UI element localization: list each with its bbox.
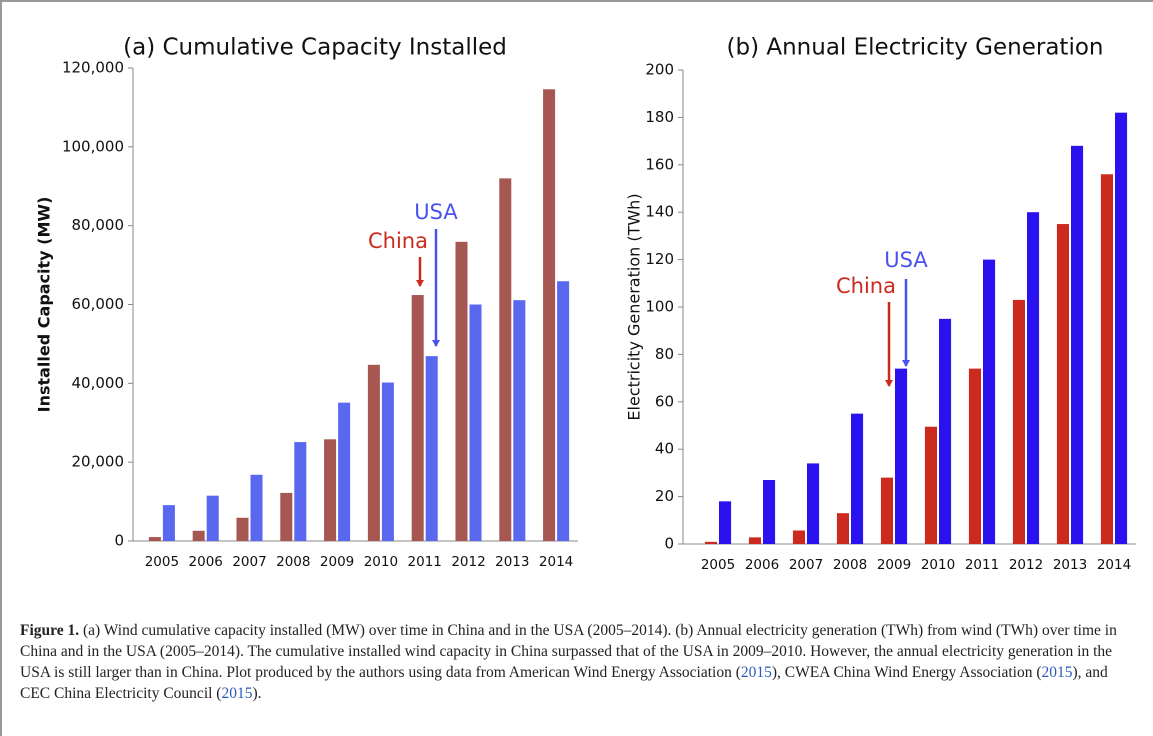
y-tick-label: 0 xyxy=(664,535,674,553)
bar xyxy=(1071,145,1084,544)
y-tick-label: 0 xyxy=(114,532,124,550)
bar xyxy=(338,402,351,541)
bar xyxy=(250,474,263,541)
bar xyxy=(499,178,512,541)
y-tick-label: 40 xyxy=(655,440,674,458)
bar xyxy=(939,318,952,544)
series-annotation: USA xyxy=(414,200,458,224)
y-axis-label: Electricity Generation (TWh) xyxy=(625,193,644,420)
x-tick-label: 2005 xyxy=(145,554,179,570)
bar xyxy=(162,505,175,541)
chart-title: (a) Cumulative Capacity Installed xyxy=(123,35,507,61)
caption-text: ). xyxy=(252,685,262,702)
y-tick-label: 80 xyxy=(655,345,674,363)
caption-text: ), CWEA China Wind Energy Association ( xyxy=(771,664,1042,681)
y-axis-label: Installed Capacity (MW) xyxy=(35,197,54,413)
y-tick-label: 140 xyxy=(645,203,674,221)
bar xyxy=(1012,299,1025,544)
y-tick-label: 20 xyxy=(655,487,674,505)
x-tick-label: 2011 xyxy=(408,554,442,570)
bar xyxy=(206,495,219,541)
x-tick-label: 2013 xyxy=(495,554,529,570)
bar xyxy=(236,517,249,541)
bar xyxy=(513,300,526,541)
bar xyxy=(192,530,205,541)
y-tick-label: 60,000 xyxy=(72,295,125,313)
bar xyxy=(836,513,849,544)
bar xyxy=(1056,224,1069,545)
x-tick-label: 2008 xyxy=(833,557,867,573)
y-tick-label: 100 xyxy=(645,298,674,316)
bar xyxy=(294,442,307,541)
bar xyxy=(543,89,556,541)
bar xyxy=(763,480,776,544)
bar xyxy=(807,463,820,544)
x-tick-label: 2010 xyxy=(921,557,955,573)
x-tick-label: 2012 xyxy=(451,554,485,570)
bar xyxy=(469,304,482,541)
x-tick-label: 2013 xyxy=(1053,557,1087,573)
x-tick-label: 2008 xyxy=(276,554,310,570)
series-annotation: China xyxy=(836,274,896,298)
y-tick-label: 160 xyxy=(645,155,674,173)
bar xyxy=(719,501,732,544)
bar xyxy=(455,241,468,541)
bar xyxy=(895,368,908,544)
y-tick-label: 120 xyxy=(645,250,674,268)
y-tick-label: 180 xyxy=(645,108,674,126)
x-tick-label: 2012 xyxy=(1009,557,1043,573)
bar xyxy=(557,281,570,541)
chart-title: (b) Annual Electricity Generation xyxy=(727,35,1104,61)
bar xyxy=(1115,112,1128,544)
bar xyxy=(924,426,937,544)
caption-text: ), and CEC China Electricity Council ( xyxy=(20,664,1108,702)
caption-citation: 2015 xyxy=(221,685,253,702)
x-tick-label: 2007 xyxy=(232,554,266,570)
x-tick-label: 2007 xyxy=(789,557,823,573)
y-tick-label: 60 xyxy=(655,392,674,410)
y-tick-label: 80,000 xyxy=(72,216,125,234)
x-tick-label: 2014 xyxy=(539,554,573,570)
x-tick-label: 2014 xyxy=(1097,557,1131,573)
caption-label: Figure 1. xyxy=(20,622,80,639)
caption-citation: 2015 xyxy=(1041,664,1073,681)
bar xyxy=(704,541,717,544)
y-tick-label: 40,000 xyxy=(72,374,125,392)
bar xyxy=(748,537,761,544)
bar xyxy=(1100,174,1113,544)
caption-citation: 2015 xyxy=(740,664,772,681)
bar xyxy=(851,413,864,544)
x-tick-label: 2011 xyxy=(965,557,999,573)
bar xyxy=(880,477,893,544)
series-annotation: China xyxy=(368,229,428,253)
charts: (a) Cumulative Capacity Installed Install… xyxy=(35,35,1136,573)
y-tick-label: 200 xyxy=(645,61,674,79)
bar xyxy=(381,382,394,541)
bar xyxy=(983,259,996,544)
caption: Figure 1. (a) Wind cumulative capacity i… xyxy=(20,620,1130,704)
caption-text: (a) Wind cumulative capacity installed (… xyxy=(20,622,1117,681)
x-tick-label: 2010 xyxy=(364,554,398,570)
bar xyxy=(1027,212,1040,544)
bar xyxy=(968,368,981,544)
bar xyxy=(367,364,380,541)
series-annotation: USA xyxy=(884,248,928,272)
x-tick-label: 2009 xyxy=(320,554,354,570)
x-tick-label: 2006 xyxy=(189,554,223,570)
bar xyxy=(280,492,293,541)
y-tick-label: 120,000 xyxy=(62,59,124,77)
x-tick-label: 2006 xyxy=(745,557,779,573)
bar xyxy=(792,530,805,544)
x-tick-label: 2009 xyxy=(877,557,911,573)
bar xyxy=(411,295,424,541)
y-tick-label: 20,000 xyxy=(72,453,125,471)
bar xyxy=(324,439,337,541)
bar xyxy=(148,537,161,541)
y-tick-label: 100,000 xyxy=(62,137,124,155)
x-tick-label: 2005 xyxy=(701,557,735,573)
bar xyxy=(425,356,438,541)
